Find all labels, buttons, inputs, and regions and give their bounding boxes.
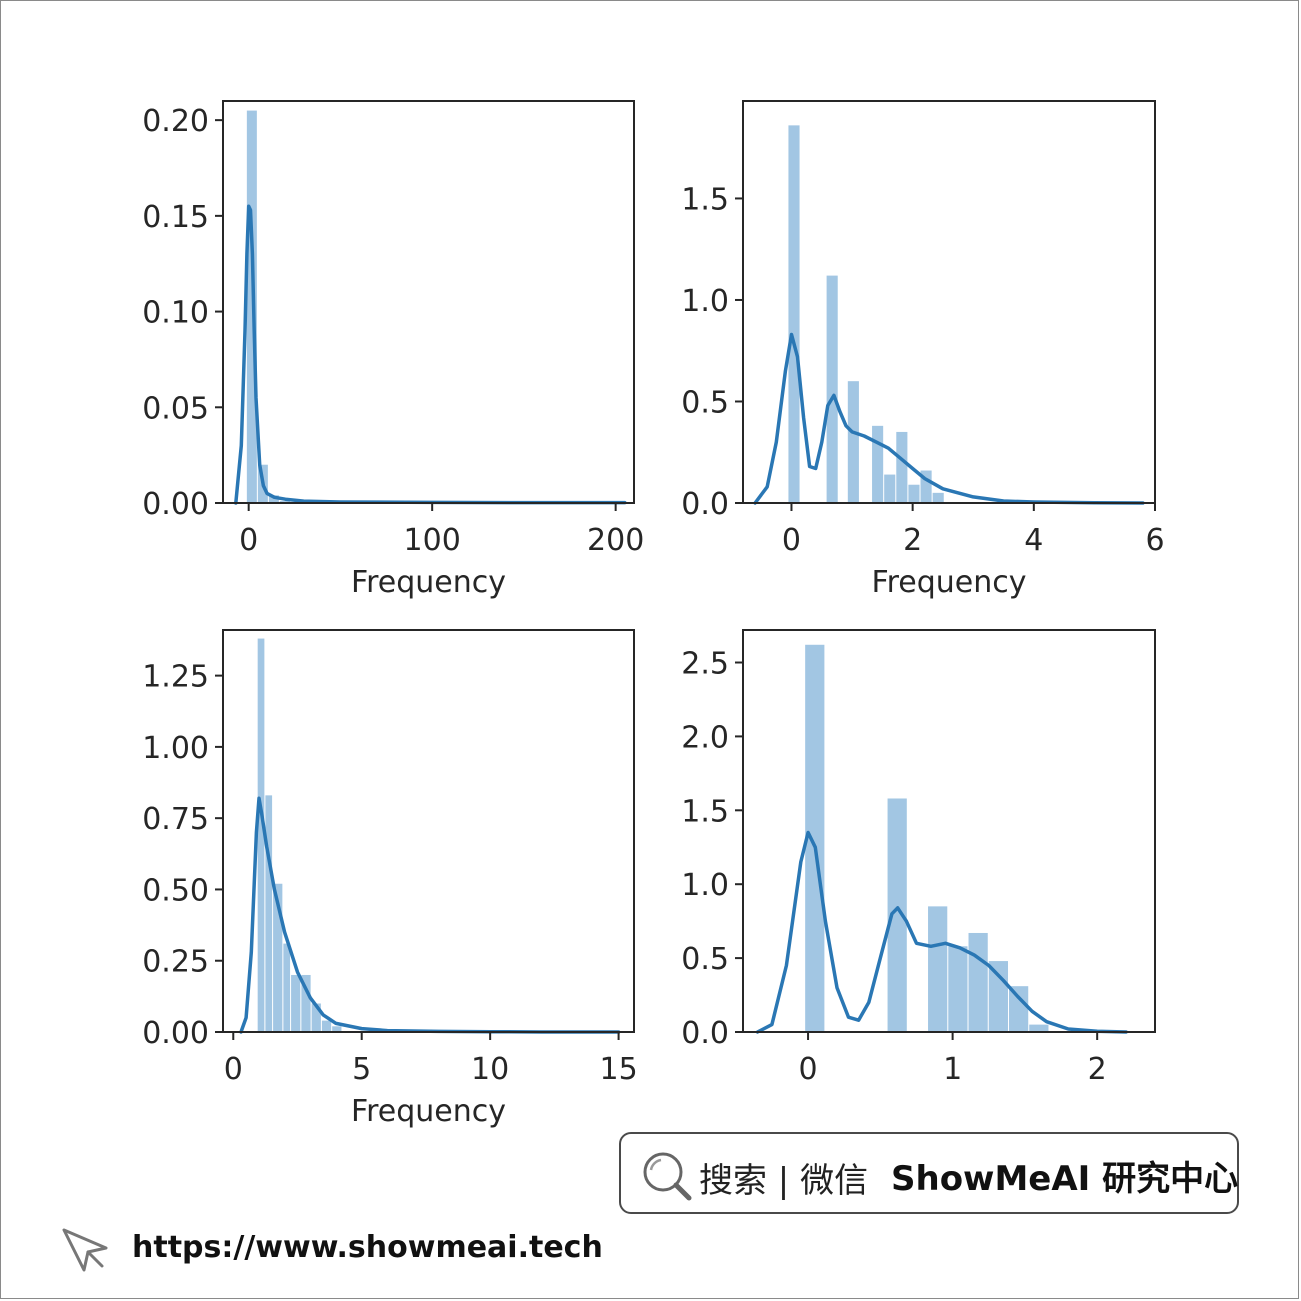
- x-tick-label: 0: [239, 523, 258, 558]
- x-tick-label: 2: [903, 523, 922, 558]
- axes-frame: [222, 100, 635, 504]
- y-tick-label: 0.20: [142, 104, 209, 139]
- histogram-bar: [265, 795, 273, 1032]
- histogram-bar: [1029, 1024, 1049, 1032]
- histogram-bar: [805, 644, 825, 1032]
- axes-frame: [742, 629, 1156, 1033]
- histogram-bar: [332, 1026, 342, 1032]
- histogram-bar: [788, 125, 800, 503]
- histogram-bar: [291, 974, 301, 1032]
- histogram-bar: [257, 638, 265, 1032]
- histogram-bar: [920, 470, 932, 503]
- histogram-bar: [301, 974, 311, 1032]
- chart-panel-1: 0 100 200 0.00 0.05 0.10 0.15 0.20 Frequency: [142, 100, 644, 600]
- y-tick-label: 0.25: [142, 945, 209, 980]
- histogram-bar: [826, 275, 838, 503]
- histogram-bar: [968, 932, 988, 1032]
- histogram-bar: [321, 1020, 332, 1032]
- x-tick-label: 100: [404, 523, 461, 558]
- x-tick-label: 0: [799, 1052, 818, 1087]
- histogram-bar: [872, 425, 884, 503]
- histogram-bar: [887, 798, 907, 1032]
- histogram-bar: [988, 961, 1008, 1032]
- y-tick-label: 1.00: [142, 731, 209, 766]
- y-tick-label: 0.0: [681, 1016, 729, 1051]
- kde-curve: [234, 204, 627, 505]
- chart-panel-4: 0 1 2 0.0 0.5 1.0 1.5 2.0 2.5: [681, 629, 1156, 1087]
- y-tick-label: 0.5: [681, 942, 729, 977]
- histogram-bar: [948, 946, 968, 1032]
- x-tick-label: 0: [782, 523, 801, 558]
- kde-curve: [755, 830, 1128, 1034]
- x-tick-label: 5: [352, 1052, 371, 1087]
- histogram-bar: [928, 906, 948, 1032]
- brand-name: ShowMeAI 研究中心: [891, 1159, 1239, 1199]
- histogram-bar: [908, 484, 920, 503]
- search-badge: 搜索 | 微信 ShowMeAI 研究中心: [619, 1132, 1239, 1214]
- y-tick-label: 1.25: [142, 660, 209, 695]
- histogram-bar: [896, 431, 908, 503]
- histogram-bar: [311, 1003, 321, 1032]
- y-tick-label: 1.0: [681, 868, 729, 903]
- search-icon: [639, 1148, 695, 1209]
- y-tick-label: 0.05: [142, 391, 209, 426]
- y-tick-label: 0.5: [681, 385, 729, 420]
- y-tick-label: 0.15: [142, 200, 209, 235]
- x-tick-label: 15: [599, 1052, 637, 1087]
- cursor-pointer-icon: [58, 1222, 114, 1283]
- histogram-bar: [268, 495, 279, 503]
- histogram-bar: [283, 943, 291, 1032]
- x-tick-label: 4: [1024, 523, 1043, 558]
- x-axis-label: Frequency: [351, 565, 506, 600]
- chart-panel-3: 0 5 10 15 0.00 0.25 0.50 0.75 1.00 1.25 Frequency: [142, 629, 638, 1129]
- histogram-bar: [932, 492, 944, 503]
- histogram-bar: [884, 474, 896, 503]
- histogram-bar: [1008, 986, 1029, 1032]
- kde-curve: [753, 332, 1145, 505]
- histogram-bar: [847, 381, 859, 503]
- axes-frame: [222, 629, 635, 1033]
- y-tick-label: 0.00: [142, 487, 209, 522]
- axes-frame: [742, 100, 1156, 504]
- x-tick-label: 0: [224, 1052, 243, 1087]
- x-tick-label: 6: [1145, 523, 1164, 558]
- histogram-bar: [246, 110, 257, 504]
- x-axis-label: Frequency: [872, 565, 1027, 600]
- chart-panel-2: 0 2 4 6 0.0 0.5 1.0 1.5 Frequency: [681, 100, 1165, 600]
- y-tick-label: 2.5: [681, 647, 729, 682]
- y-tick-label: 0.0: [681, 487, 729, 522]
- x-axis-label: Frequency: [351, 1094, 506, 1129]
- x-tick-label: 10: [471, 1052, 509, 1087]
- y-tick-label: 1.0: [681, 284, 729, 319]
- y-tick-label: 0.75: [142, 802, 209, 837]
- histogram-bar: [273, 883, 283, 1032]
- y-tick-label: 2.0: [681, 720, 729, 755]
- x-tick-label: 1: [943, 1052, 962, 1087]
- y-tick-label: 1.5: [681, 182, 729, 217]
- x-tick-label: 2: [1088, 1052, 1107, 1087]
- y-tick-label: 0.10: [142, 296, 209, 331]
- y-tick-label: 0.00: [142, 1016, 209, 1051]
- y-tick-label: 0.50: [142, 873, 209, 908]
- search-label: 搜索 | 微信: [699, 1161, 869, 1201]
- footer-url: https://www.showmeai.tech: [132, 1230, 603, 1265]
- y-tick-label: 1.5: [681, 794, 729, 829]
- x-tick-label: 200: [587, 523, 644, 558]
